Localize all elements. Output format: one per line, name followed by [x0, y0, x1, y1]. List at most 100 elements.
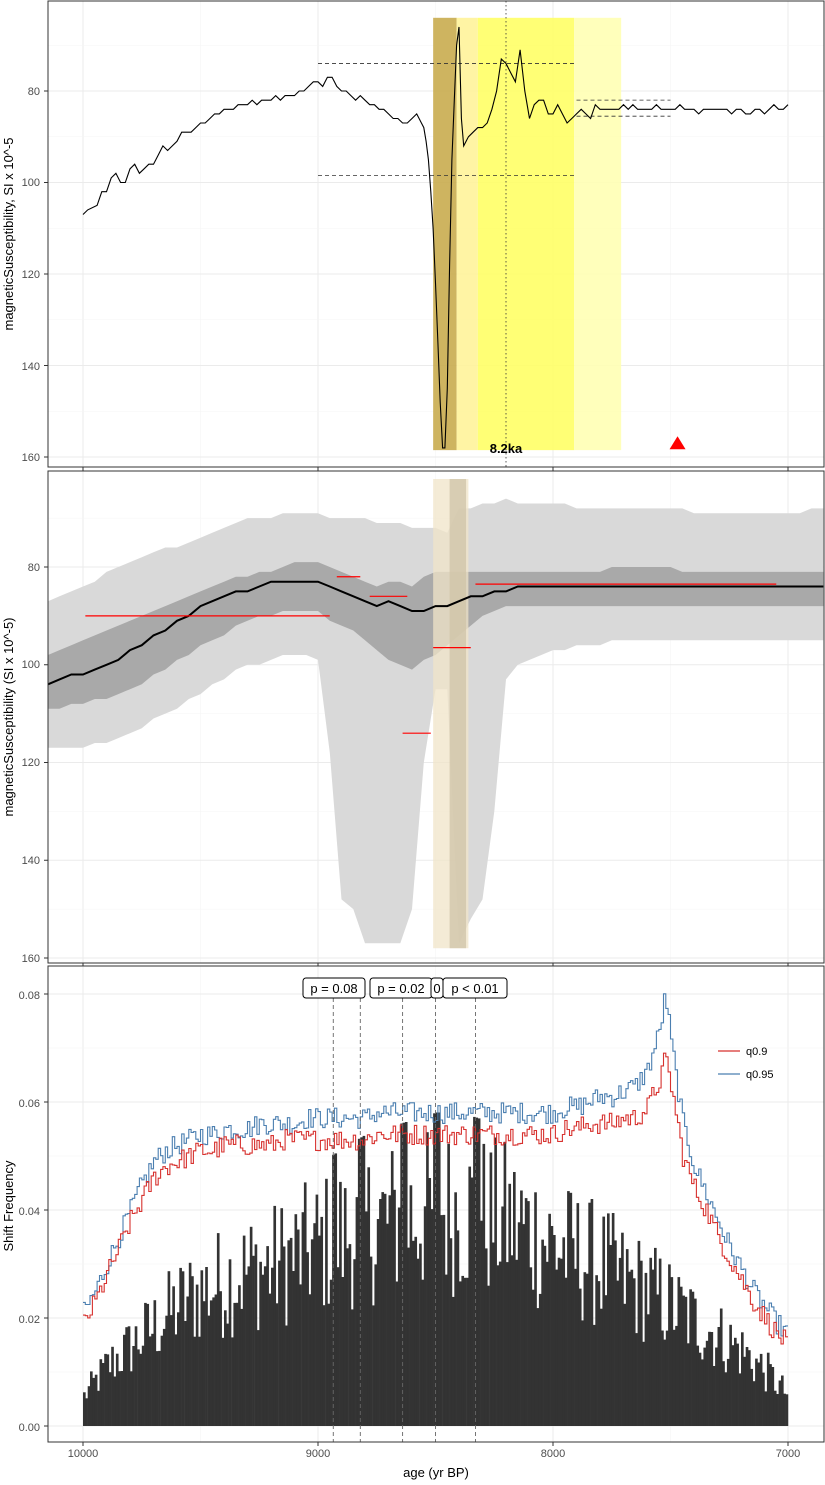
histogram-bar — [200, 1270, 204, 1426]
histogram-bar — [781, 1375, 784, 1426]
histogram-bar — [766, 1352, 770, 1426]
histogram-bar — [151, 1333, 154, 1426]
histogram-bar — [329, 1279, 333, 1426]
histogram-bar — [689, 1289, 692, 1426]
histogram-bar — [296, 1229, 300, 1426]
histogram-bar — [245, 1274, 248, 1426]
histogram-bar — [588, 1202, 591, 1426]
histogram-bar — [461, 1275, 465, 1426]
histogram-bar — [656, 1294, 660, 1426]
histogram-bar — [661, 1330, 664, 1426]
histogram-bar — [113, 1376, 117, 1426]
histogram-bar — [503, 1141, 507, 1426]
histogram-bar — [294, 1214, 298, 1426]
histogram-bar — [630, 1269, 634, 1426]
histogram-bar — [595, 1275, 598, 1426]
histogram-bar — [567, 1191, 570, 1426]
histogram-bar — [132, 1346, 135, 1426]
histogram-bar — [734, 1337, 737, 1426]
histogram-bar — [778, 1380, 782, 1426]
histogram-bar — [402, 1122, 406, 1426]
histogram-bar — [724, 1372, 728, 1426]
top-panel-series — [82, 1, 789, 467]
histogram-bar — [202, 1301, 206, 1426]
histogram-bar — [357, 1138, 361, 1426]
histogram-bar — [710, 1332, 714, 1426]
histogram-bar — [658, 1258, 662, 1426]
middle-panel-bands — [47, 479, 824, 949]
histogram-bar — [285, 1325, 288, 1426]
histogram-bar — [607, 1213, 610, 1426]
histogram-bar — [513, 1172, 516, 1426]
histogram-bar — [494, 1137, 497, 1426]
histogram-bar — [195, 1284, 199, 1426]
histogram-bar — [524, 1198, 528, 1426]
histogram-bar — [663, 1339, 667, 1426]
histogram-bar — [675, 1325, 678, 1426]
histogram-bar — [444, 1274, 448, 1426]
bot-ytick-0: 0.00 — [19, 1422, 40, 1434]
histogram-bar — [148, 1336, 152, 1426]
histogram-bar — [722, 1361, 725, 1426]
histogram-bar — [207, 1315, 211, 1426]
x-axis-label: age (yr BP) — [403, 1465, 469, 1480]
histogram-bar — [282, 1246, 286, 1426]
histogram-bar — [153, 1300, 157, 1426]
histogram-bar — [623, 1303, 627, 1426]
histogram-bar — [597, 1281, 601, 1426]
top-panel-ticks — [44, 90, 789, 471]
histogram-bar — [390, 1151, 394, 1426]
histogram-bar — [289, 1237, 293, 1426]
annotation-box-4 — [442, 977, 508, 999]
histogram-bar — [115, 1353, 119, 1426]
histogram-bar — [531, 1289, 535, 1426]
histogram-bar — [677, 1277, 681, 1426]
histogram-bar — [694, 1298, 697, 1426]
histogram-bar — [560, 1258, 563, 1426]
histogram-bar — [179, 1267, 182, 1426]
top-panel-border — [47, 0, 825, 468]
histogram-bar — [167, 1271, 171, 1426]
histogram-bar — [308, 1294, 312, 1426]
histogram-bar — [287, 1240, 291, 1426]
top-panel-shaded-regions — [433, 17, 622, 451]
histogram-bar — [506, 1262, 509, 1426]
histogram-bar — [256, 1330, 260, 1426]
histogram-bar — [155, 1351, 159, 1426]
histogram-bar — [332, 1154, 335, 1426]
histogram-bar — [600, 1308, 603, 1426]
mid-median-line — [47, 580, 824, 686]
histogram-bar — [576, 1203, 580, 1426]
histogram-bar — [108, 1372, 112, 1426]
histogram-bar — [372, 1305, 375, 1426]
mid-ytick-120: 120 — [22, 757, 40, 769]
histogram-bar — [665, 1330, 669, 1426]
histogram-bar — [625, 1249, 629, 1426]
histogram-bar — [184, 1321, 187, 1426]
histogram-bar — [423, 1206, 427, 1426]
histogram-bar — [769, 1364, 772, 1426]
histogram-bar — [407, 1247, 410, 1426]
histogram-bar — [111, 1346, 114, 1426]
histogram-bar — [198, 1336, 201, 1426]
histogram-bar — [520, 1190, 523, 1426]
histogram-bar — [440, 1215, 443, 1426]
top-ytick-80: 80 — [28, 86, 40, 98]
histogram-bar — [508, 1183, 512, 1426]
histogram-bar — [538, 1293, 542, 1426]
histogram-bar — [715, 1347, 718, 1426]
top-ytick-100: 100 — [22, 177, 40, 189]
histogram-bar — [280, 1208, 284, 1426]
mid-ytick-140: 140 — [22, 855, 40, 867]
histogram-bar — [585, 1273, 589, 1426]
histogram-bar — [374, 1264, 378, 1426]
histogram-bar — [501, 1206, 504, 1426]
histogram-bar — [212, 1297, 215, 1426]
histogram-bar — [569, 1192, 573, 1426]
histogram-bar — [214, 1294, 218, 1426]
histogram-bar — [555, 1269, 559, 1426]
histogram-bar — [263, 1266, 267, 1426]
histogram-bar — [141, 1345, 145, 1426]
histogram-bar — [771, 1367, 775, 1426]
